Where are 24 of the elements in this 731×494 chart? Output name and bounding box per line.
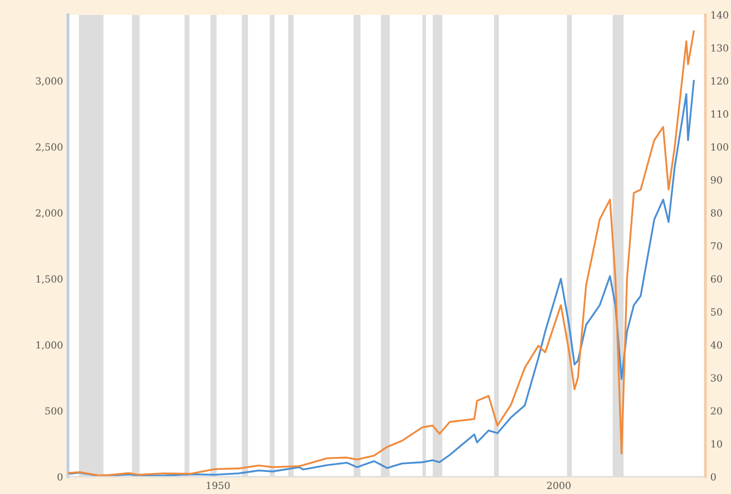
- y2-tick-label: 140: [711, 11, 728, 19]
- y2-tick-label: 120: [711, 77, 728, 85]
- y2-tick-label: 30: [711, 374, 722, 382]
- y-tick-label: 1,500: [36, 275, 62, 284]
- y2-tick-label: 80: [710, 209, 722, 217]
- y2-tick-label: 0: [710, 473, 716, 481]
- y2-tick-label: 110: [711, 110, 728, 118]
- y2-tick-label: 50: [711, 308, 722, 316]
- y-tick-label: 0: [58, 473, 62, 481]
- y-tick-label: 3,000: [36, 77, 62, 86]
- y-tick-label: 1,000: [36, 341, 62, 350]
- y2-tick-label: 70: [711, 242, 722, 250]
- y2-tick-label: 90: [710, 176, 722, 184]
- y2-tick-label: 130: [711, 44, 728, 52]
- y-tick-label: 2,500: [36, 143, 62, 152]
- y-tick-label: 500: [45, 407, 62, 415]
- x-tick-label: 2000: [547, 482, 571, 490]
- y2-tick-label: 100: [711, 143, 728, 151]
- y2-tick-label: 40: [710, 341, 722, 349]
- x-tick-label: 1950: [206, 482, 230, 490]
- y2-tick-label: 60: [710, 275, 722, 283]
- y2-tick-label: 20: [710, 407, 722, 415]
- y2-tick-label: 10: [711, 440, 722, 448]
- y-tick-label: 2,000: [36, 209, 62, 218]
